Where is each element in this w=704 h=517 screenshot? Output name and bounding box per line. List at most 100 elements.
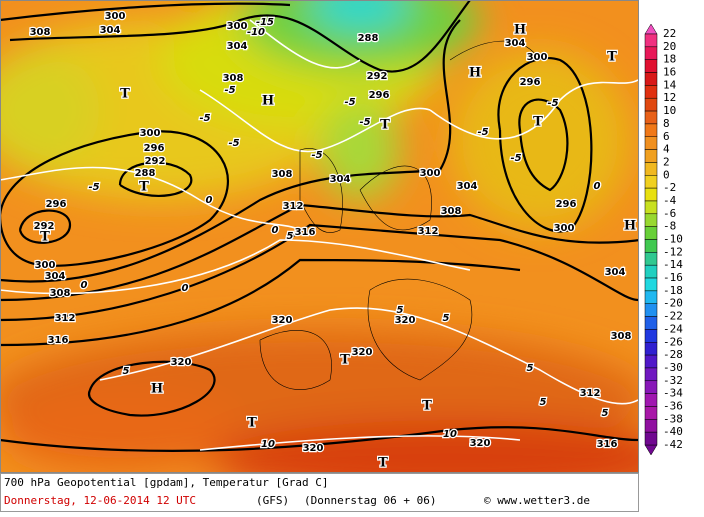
- height-label: 292: [34, 221, 55, 232]
- pressure-system: T: [607, 50, 617, 65]
- height-label: 308: [50, 288, 71, 299]
- temperature-label: -5: [344, 97, 355, 108]
- scale-box: [644, 33, 658, 48]
- scale-box: [644, 175, 658, 189]
- scale-box: [644, 136, 658, 150]
- scale-label: 2: [663, 155, 670, 168]
- height-label: 320: [303, 443, 324, 454]
- height-label: 304: [227, 41, 248, 52]
- footer-model: (GFS): [256, 494, 289, 507]
- height-label: 308: [30, 27, 51, 38]
- temperature-label: -5: [477, 127, 488, 138]
- pressure-system: T: [247, 416, 257, 431]
- height-label: 300: [227, 21, 248, 32]
- temperature-label: -5: [228, 138, 239, 149]
- scale-box: [644, 354, 658, 369]
- height-label: 308: [272, 169, 293, 180]
- scale-box: [644, 303, 658, 317]
- temperature-label: 0: [594, 181, 601, 192]
- scale-arrow-top: [644, 23, 658, 35]
- height-label: 300: [554, 223, 575, 234]
- height-label: 320: [272, 315, 293, 326]
- scale-label: 12: [663, 91, 676, 104]
- temperature-label: -5: [547, 98, 558, 109]
- height-label: 316: [295, 227, 316, 238]
- scale-label: 14: [663, 78, 677, 91]
- height-label: 304: [605, 267, 626, 278]
- temperature-label: 0: [272, 225, 279, 236]
- scale-box: [644, 290, 658, 304]
- temperature-label: 10: [443, 429, 457, 440]
- height-label: 304: [457, 181, 478, 192]
- height-label: 292: [367, 71, 388, 82]
- temperature-field: [0, 0, 638, 472]
- height-label: 312: [283, 201, 304, 212]
- scale-label: -10: [663, 233, 683, 246]
- temperature-label: 0: [206, 195, 213, 206]
- height-label: 300: [420, 168, 441, 179]
- scale-label: 4: [663, 143, 670, 156]
- temperature-label: 5: [602, 408, 609, 419]
- map-frame: [0, 0, 639, 473]
- scale-box: [644, 226, 658, 240]
- color-scale: 2220181614121086420-2-4-6-8-10-12-14-16-…: [644, 23, 683, 456]
- height-label: 308: [223, 73, 244, 84]
- scale-box: [644, 46, 658, 60]
- height-label: 320: [171, 357, 192, 368]
- pressure-system: H: [624, 219, 636, 234]
- scale-label: 22: [663, 27, 676, 40]
- pressure-system: T: [139, 180, 149, 195]
- scale-box: [644, 187, 658, 202]
- pressure-system: T: [120, 87, 130, 102]
- scale-label: -28: [663, 348, 683, 361]
- scale-box: [644, 97, 658, 112]
- height-label: 288: [135, 168, 156, 179]
- scale-label: -40: [663, 425, 683, 438]
- height-label: 320: [352, 347, 373, 358]
- height-label: 288: [358, 33, 379, 44]
- pressure-system: T: [422, 399, 432, 414]
- pressure-system: T: [378, 456, 388, 471]
- scale-label: -20: [663, 297, 683, 310]
- temperature-label: -5: [311, 150, 322, 161]
- scale-box: [644, 123, 658, 137]
- geopotential-contours: [0, 0, 638, 452]
- height-label: 320: [470, 438, 491, 449]
- temperature-label: 10: [261, 439, 275, 450]
- pressure-system: T: [533, 115, 543, 130]
- scale-label: -4: [663, 194, 677, 207]
- scale-label: -6: [663, 207, 676, 220]
- height-label: 296: [556, 199, 577, 210]
- footer-date: Donnerstag, 12-06-2014 12 UTC: [4, 494, 196, 507]
- height-label: 304: [100, 25, 121, 36]
- height-label: 308: [441, 206, 462, 217]
- pressure-system: H: [262, 94, 274, 109]
- scale-label: -8: [663, 220, 676, 233]
- height-label: 304: [505, 38, 526, 49]
- footer-source: © www.wetter3.de: [484, 494, 590, 507]
- scale-label: 8: [663, 117, 670, 130]
- height-label: 300: [140, 128, 161, 139]
- temperature-label: 5: [123, 366, 130, 377]
- temperature-contours: [0, 19, 638, 451]
- temperature-label: 5: [287, 231, 294, 242]
- scale-label: -32: [663, 374, 683, 387]
- height-label: 312: [418, 226, 439, 237]
- temperature-label: -15: [256, 17, 274, 28]
- scale-box: [644, 316, 658, 330]
- pressure-system: H: [514, 23, 526, 38]
- scale-label: -2: [663, 181, 676, 194]
- scale-label: 18: [663, 53, 676, 66]
- pressure-system: T: [340, 353, 350, 368]
- scale-arrow-bottom: [644, 444, 658, 456]
- height-label: 312: [580, 388, 601, 399]
- scale-label: 20: [663, 40, 676, 53]
- height-label: 304: [45, 271, 66, 282]
- scale-box: [644, 277, 658, 292]
- scale-box: [644, 213, 658, 227]
- footer-title: 700 hPa Geopotential [gpdam], Temperatur…: [4, 476, 329, 489]
- scale-box: [644, 419, 658, 433]
